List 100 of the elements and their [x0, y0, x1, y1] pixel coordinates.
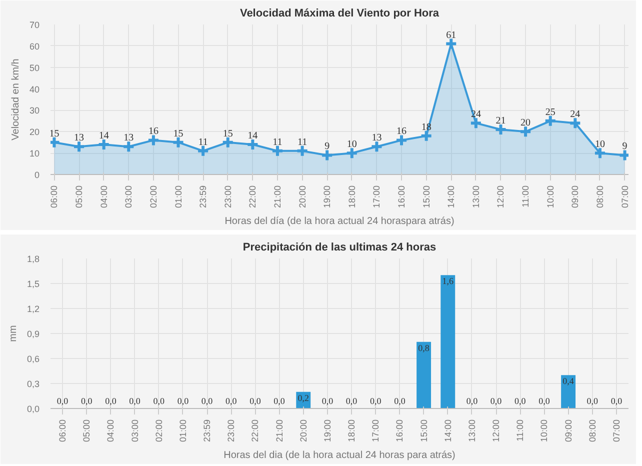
x-tick-label: 02:00	[148, 185, 158, 208]
x-tick-label: 01:00	[178, 419, 188, 442]
data-label: 21	[496, 116, 506, 126]
y-tick-label: 0,6	[26, 354, 40, 364]
data-label: 14	[248, 130, 258, 142]
point	[494, 123, 508, 136]
point	[469, 116, 482, 130]
data-label: 0,0	[153, 396, 165, 406]
point	[72, 140, 86, 154]
data-label: 0,0	[538, 396, 550, 406]
data-label: 10	[594, 139, 605, 150]
data-label: 0,0	[56, 396, 69, 406]
data-label: 11	[272, 136, 282, 148]
y-tick-label: 30	[29, 106, 40, 116]
point	[270, 144, 284, 158]
x-tick-label: 14:00	[446, 185, 456, 208]
data-label: 0,0	[490, 396, 502, 406]
point	[196, 144, 210, 158]
y-tick-label: 0	[34, 170, 40, 180]
x-tick-label: 09:00	[570, 185, 580, 208]
x-tick-label: 12:00	[491, 419, 502, 442]
x-tick-label: 03:00	[130, 419, 140, 442]
bar	[440, 275, 456, 408]
data-label: 0,0	[105, 396, 117, 406]
x-tick-label: 23:59	[198, 185, 208, 208]
point	[345, 146, 358, 160]
y-tick-label: 0,3	[26, 379, 40, 389]
data-label: 0,4	[562, 376, 574, 386]
data-label: 0,8	[418, 342, 430, 353]
x-tick-label: 17:00	[372, 185, 382, 208]
data-label: 0,0	[129, 396, 141, 406]
x-tick-label: 20:00	[298, 419, 308, 442]
x-tick-label: 18:00	[346, 419, 357, 442]
point	[320, 148, 334, 162]
data-label: 9	[324, 141, 330, 152]
data-label: 61	[446, 30, 456, 41]
data-label: 0,0	[466, 396, 478, 406]
point	[97, 138, 110, 151]
x-tick-label: 15:00	[418, 419, 429, 442]
point	[370, 140, 384, 154]
x-tick-label: 07:00	[611, 419, 622, 442]
y-axis-title: Velocidad en km/h	[10, 58, 22, 140]
point	[568, 116, 582, 130]
data-label: 13	[124, 132, 134, 144]
chart-title: Precipitación de las ultimas 24 horas	[242, 242, 436, 254]
point	[246, 138, 260, 151]
point	[544, 114, 557, 128]
x-tick-label: 03:00	[124, 185, 134, 208]
point	[593, 146, 606, 160]
y-tick-label: 1,5	[26, 279, 40, 289]
y-tick-label: 70	[29, 20, 40, 30]
x-tick-label: 04:00	[98, 185, 109, 208]
y-axis-title: mm	[8, 325, 19, 342]
x-tick-label: 15:00	[421, 185, 432, 208]
x-tick-label: 11:00	[520, 185, 531, 208]
x-axis-title: Horas del dia (de la hora actual 24 horas para atrás)	[224, 450, 456, 462]
data-label: 0,0	[201, 396, 214, 406]
y-tick-label: 0,0	[26, 404, 40, 414]
point	[172, 136, 185, 149]
x-tick-label: 16:00	[396, 185, 407, 208]
x-tick-label: 04:00	[106, 419, 116, 442]
y-tick-label: 1,2	[26, 304, 40, 314]
x-tick-label: 19:00	[322, 185, 332, 208]
x-tick-label: 23:00	[222, 185, 233, 208]
x-tick-label: 17:00	[370, 419, 381, 442]
x-tick-label: 07:00	[620, 185, 630, 208]
x-tick-label: 09:00	[563, 419, 574, 442]
bar	[416, 342, 432, 408]
x-tick-label: 21:00	[274, 419, 284, 442]
data-label: 24	[570, 109, 580, 120]
x-tick-label: 21:00	[272, 185, 282, 208]
data-label: 0,2	[298, 392, 309, 403]
x-tick-label: 13:00	[470, 185, 481, 208]
data-label: 0,0	[514, 396, 526, 406]
x-tick-label: 12:00	[496, 185, 506, 208]
data-label: 1,6	[442, 276, 454, 286]
chart-title: Velocidad Máxima del Viento por Hora	[240, 8, 440, 20]
x-tick-label: 14:00	[442, 419, 453, 442]
x-axis-title: Horas del día (de la hora actual 24 horaspara atrás)	[224, 216, 454, 228]
x-tick-label: 02:00	[154, 419, 164, 442]
data-label: 15	[49, 128, 60, 140]
y-tick-label: 10	[29, 148, 40, 159]
data-label: 0,0	[177, 396, 190, 406]
data-label: 0,0	[226, 396, 238, 406]
x-tick-label: 13:00	[466, 419, 477, 442]
x-tick-label: 16:00	[394, 419, 405, 442]
bar	[561, 375, 576, 408]
point	[395, 134, 408, 147]
point	[420, 129, 433, 142]
data-label: 13	[74, 132, 84, 144]
x-tick-label: 08:00	[594, 185, 605, 208]
data-label: 16	[148, 126, 158, 138]
point	[296, 144, 309, 158]
x-tick-label: 22:00	[250, 419, 260, 442]
data-label: 11	[198, 136, 208, 148]
data-label: 0,0	[394, 396, 406, 406]
x-tick-label: 05:00	[74, 185, 84, 208]
x-tick-label: 05:00	[82, 419, 92, 442]
x-tick-label: 01:00	[173, 185, 184, 208]
data-label: 0,0	[370, 396, 382, 406]
